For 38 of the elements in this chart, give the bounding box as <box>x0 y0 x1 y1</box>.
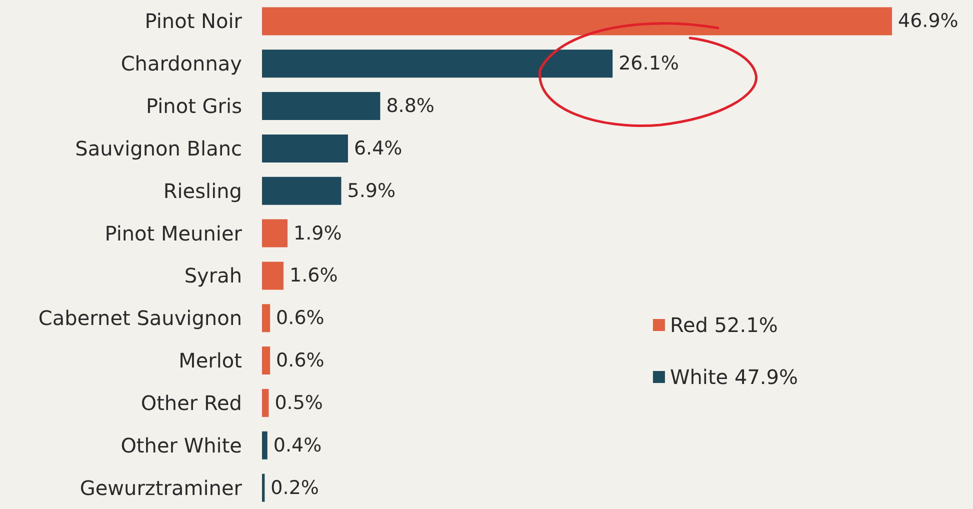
y-tick-label: Other Red <box>140 390 242 415</box>
y-tick-label: Riesling <box>163 178 242 203</box>
y-tick-label: Other White <box>120 433 242 458</box>
legend-label: White 47.9% <box>670 365 798 389</box>
data-label: 1.6% <box>289 264 338 287</box>
y-tick-label: Pinot Noir <box>144 9 243 34</box>
bar <box>262 431 268 460</box>
y-tick-label: Pinot Gris <box>146 94 242 118</box>
bar <box>262 474 265 502</box>
data-label: 0.2% <box>270 476 319 499</box>
bar <box>262 7 892 36</box>
bar <box>262 50 613 78</box>
y-tick-label: Pinot Meunier <box>104 221 243 246</box>
y-tick-label: Sauvignon Blanc <box>75 136 242 160</box>
data-label: 0.6% <box>276 350 324 372</box>
data-label: 46.9% <box>898 10 958 32</box>
data-label: 5.9% <box>347 180 396 202</box>
y-tick-label: Gewurztraminer <box>80 476 243 500</box>
data-label: 1.9% <box>294 222 342 244</box>
bar <box>262 346 270 375</box>
data-label: 26.1% <box>618 52 679 75</box>
data-label: 0.6% <box>276 307 324 330</box>
bar <box>262 304 270 332</box>
legend-label: Red 52.1% <box>670 313 778 337</box>
y-tick-label: Merlot <box>178 348 242 373</box>
bar <box>262 262 284 290</box>
y-tick-label: Syrah <box>184 264 242 288</box>
y-tick-label: Cabernet Sauvignon <box>38 306 242 330</box>
bar <box>262 92 380 120</box>
bar <box>262 219 288 248</box>
data-label: 0.5% <box>274 392 323 414</box>
bar <box>262 176 342 205</box>
data-label: 6.4% <box>354 137 402 160</box>
data-label: 0.4% <box>273 434 322 456</box>
data-label: 8.8% <box>386 95 434 118</box>
bar <box>262 388 269 417</box>
bar <box>262 134 348 162</box>
y-tick-label: Chardonnay <box>120 52 242 76</box>
